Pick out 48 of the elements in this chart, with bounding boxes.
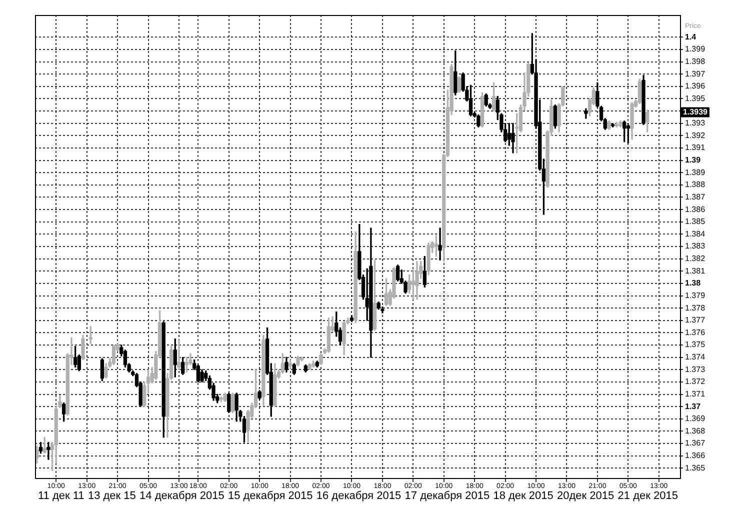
candlestick — [177, 340, 181, 370]
y-tick-label: 1.382 — [685, 254, 706, 264]
y-tick-label: 1.398 — [685, 56, 706, 66]
y-tick-label: 1.386 — [685, 204, 706, 214]
y-tick-label: 1.399 — [685, 44, 706, 54]
y-tick-label: 1.375 — [685, 340, 706, 350]
text: 13 дек 15 — [88, 490, 136, 503]
y-tick-label: 1.38 — [685, 278, 702, 288]
y-tick-label: 1.39 — [685, 156, 702, 165]
y-tick-label: 1.368 — [685, 426, 706, 436]
y-tick-label: 1.396 — [685, 82, 706, 91]
text: 15 декабря 2015 — [228, 490, 313, 503]
y-tick-label: 1.377 — [685, 316, 706, 325]
y-tick-label: 1.372 — [685, 377, 706, 386]
y-tick-label: 1.387 — [685, 192, 706, 202]
text: 20дек 2015 — [557, 490, 614, 503]
y-tick-label: 1.366 — [685, 451, 706, 460]
candlestick — [438, 228, 442, 260]
text: 14 декабря 2015 — [140, 490, 224, 503]
y-tick-label: 1.379 — [685, 290, 706, 300]
y-tick-label: 1.369 — [685, 414, 706, 424]
y-tick-label: 1.397 — [685, 69, 706, 78]
y-tick-label: 1.392 — [685, 130, 706, 140]
y-tick-label: 1.393 — [685, 118, 706, 128]
y-tick-label: 1.383 — [685, 242, 706, 251]
y-tick-label: 1.388 — [685, 180, 706, 190]
y-tick-label: 1.37 — [685, 402, 702, 411]
y-tick-label: 1.385 — [685, 217, 706, 226]
y-tick-label: 1.384 — [685, 229, 706, 238]
candlestick — [46, 442, 50, 460]
y-tick-label: 1.367 — [685, 438, 706, 448]
y-tick-label: 1.378 — [685, 303, 706, 312]
y-tick-label: 1.395 — [685, 94, 706, 103]
y-tick-label: 1.373 — [685, 364, 706, 374]
y-tick-label: 1.391 — [685, 143, 706, 152]
text: 17 декабря 2015 — [404, 490, 490, 503]
text: 18 дек 2015 — [493, 490, 554, 503]
annotation: 1.3939 — [683, 107, 708, 116]
y-tick-label: 1.376 — [685, 328, 706, 337]
y-tick-label: 1.365 — [685, 463, 706, 472]
y-tick-label: 1.371 — [685, 389, 706, 398]
y-tick-label: 1.374 — [685, 352, 706, 362]
y-tick-label: 1.4 — [685, 32, 697, 42]
text: 21 дек 2015 — [618, 490, 678, 503]
y-tick-label: 1.381 — [685, 266, 706, 276]
text: 16 декабря 2015 — [316, 490, 402, 503]
y-tick-label: 1.389 — [685, 168, 706, 177]
text: 11 дек 11 — [38, 490, 84, 503]
